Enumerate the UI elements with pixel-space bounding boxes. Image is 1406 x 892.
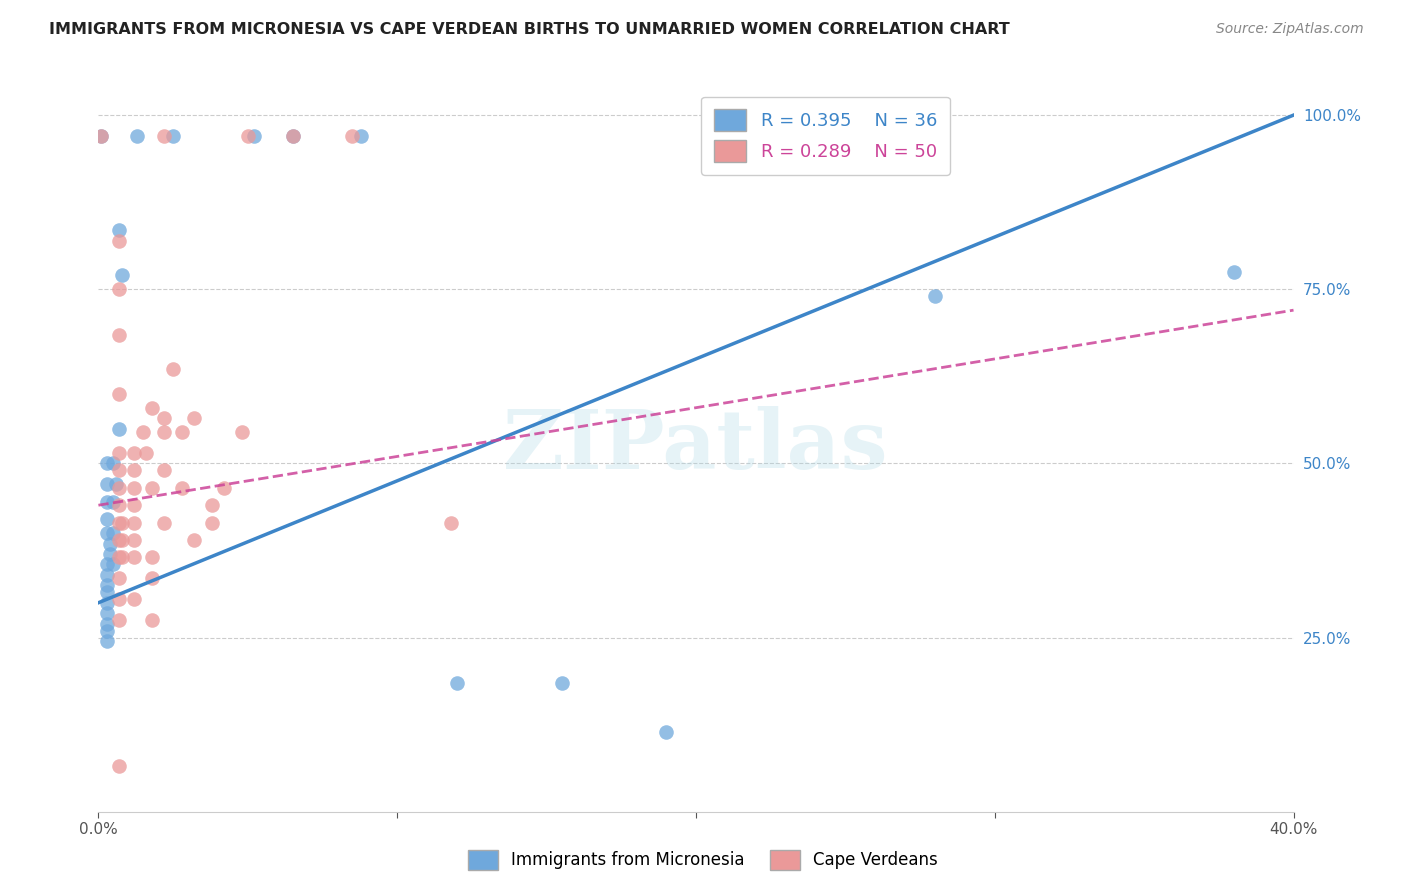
Point [153, 516, 176, 530]
Point [440, 516, 463, 530]
Point [236, 128, 259, 143]
Point [172, 425, 194, 439]
Point [108, 234, 131, 248]
Point [132, 425, 155, 439]
Point [231, 425, 253, 439]
Point [108, 571, 131, 585]
Point [108, 592, 131, 607]
Point [153, 463, 176, 477]
Point [655, 724, 678, 739]
Point [124, 533, 146, 547]
Point [124, 463, 146, 477]
Point [96, 494, 118, 508]
Point [924, 289, 946, 303]
Text: Source: ZipAtlas.com: Source: ZipAtlas.com [1216, 22, 1364, 37]
Point [111, 550, 134, 565]
Point [141, 613, 163, 627]
Text: IMMIGRANTS FROM MICRONESIA VS CAPE VERDEAN BIRTHS TO UNMARRIED WOMEN CORRELATION: IMMIGRANTS FROM MICRONESIA VS CAPE VERDE… [49, 22, 1010, 37]
Point [108, 446, 131, 460]
Point [342, 128, 364, 143]
Point [96, 616, 118, 631]
Point [96, 457, 118, 471]
Point [108, 759, 131, 773]
Point [183, 411, 205, 425]
Point [96, 606, 118, 620]
Point [108, 327, 131, 342]
Legend: R = 0.395    N = 36, R = 0.289    N = 50: R = 0.395 N = 36, R = 0.289 N = 50 [702, 96, 950, 175]
Point [96, 585, 118, 599]
Point [446, 676, 468, 690]
Point [1223, 265, 1246, 279]
Point [350, 128, 373, 143]
Point [96, 596, 118, 610]
Point [153, 425, 176, 439]
Point [212, 481, 235, 495]
Point [96, 567, 118, 582]
Point [96, 578, 118, 592]
Point [108, 386, 131, 401]
Point [103, 558, 125, 572]
Point [153, 128, 176, 143]
Point [108, 613, 131, 627]
Point [96, 477, 118, 491]
Point [108, 421, 131, 435]
Point [96, 624, 118, 638]
Point [108, 516, 131, 530]
Point [103, 526, 125, 541]
Point [124, 592, 146, 607]
Point [90, 128, 112, 143]
Legend: Immigrants from Micronesia, Cape Verdeans: Immigrants from Micronesia, Cape Verdean… [461, 843, 945, 877]
Point [162, 128, 184, 143]
Text: ZIPatlas: ZIPatlas [503, 406, 889, 486]
Point [141, 550, 163, 565]
Point [162, 362, 184, 376]
Point [183, 533, 205, 547]
Point [96, 526, 118, 541]
Point [124, 550, 146, 565]
Point [201, 498, 224, 512]
Point [108, 481, 131, 495]
Point [111, 533, 134, 547]
Point [141, 401, 163, 415]
Point [281, 128, 304, 143]
Point [124, 498, 146, 512]
Point [98, 547, 122, 561]
Point [90, 128, 112, 143]
Point [243, 128, 266, 143]
Point [201, 516, 224, 530]
Point [124, 481, 146, 495]
Point [96, 512, 118, 526]
Point [141, 571, 163, 585]
Point [153, 411, 176, 425]
Point [550, 676, 572, 690]
Point [124, 446, 146, 460]
Point [108, 223, 131, 237]
Point [98, 536, 122, 550]
Point [103, 457, 125, 471]
Point [108, 550, 131, 565]
Point [281, 128, 304, 143]
Point [141, 481, 163, 495]
Point [103, 494, 125, 508]
Point [124, 516, 146, 530]
Point [108, 498, 131, 512]
Point [172, 481, 194, 495]
Point [111, 268, 134, 283]
Point [111, 516, 134, 530]
Point [127, 128, 149, 143]
Point [108, 463, 131, 477]
Point [96, 634, 118, 648]
Point [105, 477, 128, 491]
Point [108, 533, 131, 547]
Point [108, 282, 131, 296]
Point [96, 558, 118, 572]
Point [135, 446, 157, 460]
